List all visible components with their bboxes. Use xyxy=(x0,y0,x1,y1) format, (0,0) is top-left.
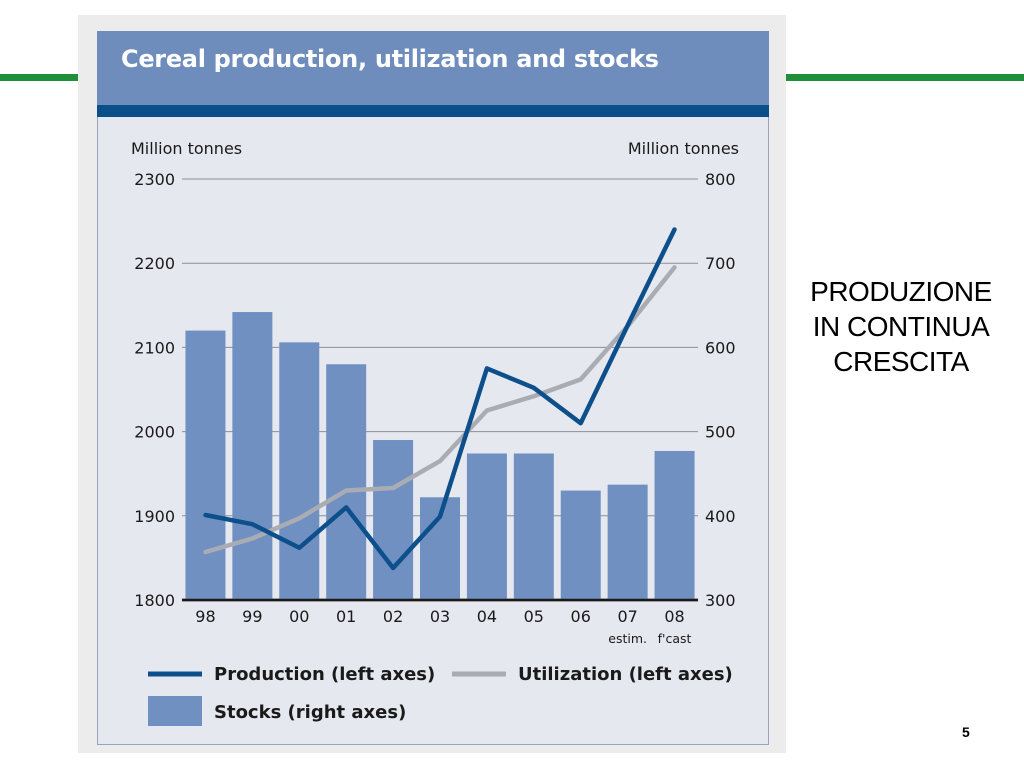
left-axis-label: Million tonnes xyxy=(131,139,242,158)
side-note-line-1: PRODUZIONE xyxy=(810,276,992,307)
x-tick-label: 08 xyxy=(664,607,684,626)
bar-layer xyxy=(185,312,695,600)
stocks-bar xyxy=(373,440,414,600)
title-stripe xyxy=(97,105,769,117)
text-layer: 1800 1900 2000 2100 2200 2300 300 400 500 600 700 8… xyxy=(131,139,739,646)
left-tick-label: 2000 xyxy=(134,423,175,442)
chart-title: Cereal production, utilization and stock… xyxy=(121,45,659,73)
stocks-bar xyxy=(607,484,648,600)
stocks-bar xyxy=(279,342,320,600)
x-tick-label: 05 xyxy=(524,607,544,626)
left-tick-label: 2100 xyxy=(134,338,175,357)
x-tick-label: 07 xyxy=(617,607,637,626)
legend-label-utilization: Utilization (left axes) xyxy=(518,664,733,685)
left-tick-label: 2200 xyxy=(134,254,175,273)
x-tick-label: 04 xyxy=(477,607,497,626)
green-rule-left xyxy=(0,74,78,81)
stocks-bar xyxy=(232,312,273,600)
x-tick-label: 99 xyxy=(242,607,262,626)
x-tick-label: 98 xyxy=(195,607,215,626)
green-rule-right xyxy=(786,74,1024,81)
stocks-bar xyxy=(654,450,695,600)
legend-label-stocks: Stocks (right axes) xyxy=(214,702,406,723)
utilization-line xyxy=(203,265,677,555)
stocks-bar xyxy=(466,453,507,600)
right-tick-label: 500 xyxy=(705,423,736,442)
stocks-bar xyxy=(326,364,367,600)
line-layer xyxy=(203,227,677,571)
x-tick-label: 00 xyxy=(289,607,309,626)
stocks-bar xyxy=(560,490,601,600)
right-tick-label: 300 xyxy=(705,591,736,610)
right-tick-label: 400 xyxy=(705,507,736,526)
x-tick-label: 03 xyxy=(430,607,450,626)
right-tick-label: 700 xyxy=(705,254,736,273)
left-tick-label: 2300 xyxy=(134,170,175,189)
legend-label-production: Production (left axes) xyxy=(214,664,435,685)
page-number: 5 xyxy=(962,724,970,740)
stocks-bar xyxy=(513,453,554,600)
right-tick-label: 600 xyxy=(705,338,736,357)
x-tick-note: estim. xyxy=(608,631,647,646)
production-line xyxy=(203,227,677,571)
left-tick-label: 1800 xyxy=(134,591,175,610)
side-note-line-2: IN CONTINUA xyxy=(812,311,990,342)
stocks-bar xyxy=(185,330,226,600)
legend-swatch-stocks xyxy=(148,696,202,726)
right-axis-label: Million tonnes xyxy=(628,139,739,158)
left-tick-label: 1900 xyxy=(134,507,175,526)
chart-title-bar: Cereal production, utilization and stock… xyxy=(97,31,769,105)
side-note-line-3: CRESCITA xyxy=(833,346,969,377)
x-tick-note: f'cast xyxy=(658,631,692,646)
x-tick-label: 02 xyxy=(383,607,403,626)
right-tick-label: 800 xyxy=(705,170,736,189)
legend-layer: Production (left axes) Utilization (left … xyxy=(148,664,733,726)
side-note: PRODUZIONE IN CONTINUA CRESCITA xyxy=(790,274,1012,379)
x-tick-label: 01 xyxy=(336,607,356,626)
x-tick-label: 06 xyxy=(571,607,591,626)
